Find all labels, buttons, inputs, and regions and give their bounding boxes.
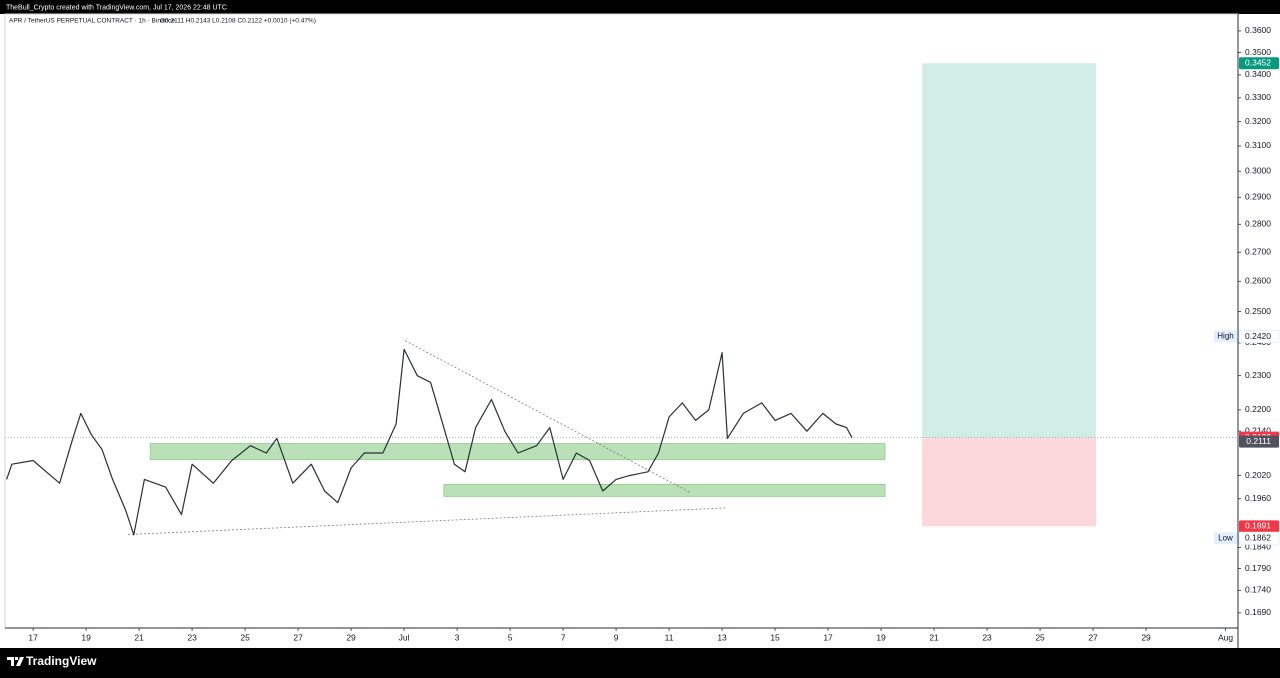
y-tick-label: 0.3300	[1245, 92, 1271, 102]
footer-bar	[0, 648, 1280, 678]
y-tick-label: 0.1740	[1245, 585, 1271, 595]
price-mark-label: 0.3452	[1245, 57, 1271, 67]
y-tick-label: 0.1840	[1245, 542, 1271, 552]
symbol: APR / TetherUS PERPETUAL CONTRACT · 1h ·…	[9, 18, 175, 25]
y-tick-label: 0.2200	[1245, 404, 1271, 414]
x-tick-label: 13	[717, 632, 727, 642]
x-tick-label: Aug	[1218, 632, 1233, 642]
header-bar	[0, 0, 1280, 14]
y-tick-label: 0.2500	[1245, 306, 1271, 316]
y-tick-label: 0.2020	[1245, 470, 1271, 480]
y-tick-label: 0.1790	[1245, 563, 1271, 573]
trendline	[404, 340, 691, 493]
position-target	[922, 63, 1096, 438]
x-tick-label: 15	[770, 632, 780, 642]
x-tick-label: 25	[1035, 632, 1045, 642]
credit: TheBull_Crypto created with TradingView.…	[6, 4, 227, 11]
price-mark-name: Low	[1218, 533, 1233, 542]
price-mark-label: 0.1862	[1245, 532, 1271, 542]
price-mark-label: 0.2111	[1246, 436, 1271, 446]
x-tick-label: 21	[929, 632, 939, 642]
y-tick-label: 0.2700	[1245, 247, 1271, 257]
y-tick-label: 0.1690	[1245, 607, 1271, 617]
zone	[443, 483, 886, 497]
x-tick-label: 23	[982, 632, 992, 642]
price-line	[6, 348, 853, 536]
y-tick-label: 0.3500	[1245, 47, 1271, 57]
x-tick-label: 27	[293, 632, 303, 642]
price-mark	[1239, 57, 1279, 70]
x-tick-label: 7	[561, 632, 566, 642]
y-tick-label: 0.2800	[1245, 219, 1271, 229]
price-mark-name: High	[1217, 332, 1233, 341]
x-tick-label: 19	[81, 632, 91, 642]
x-tick-label: 23	[187, 632, 197, 642]
y-tick-label: 0.2900	[1245, 192, 1271, 202]
x-tick-label: 27	[1088, 632, 1098, 642]
price-mark	[1238, 531, 1280, 545]
y-tick-label: 0.2140	[1245, 425, 1271, 435]
x-tick-label: 21	[134, 632, 144, 642]
x-tick-label: 25	[240, 632, 250, 642]
price-mark-label: 0.2420	[1245, 331, 1271, 341]
ohlc: O0.2111 H0.2143 L0.2108 C0.2122 +0.0010 …	[160, 18, 316, 25]
price-mark	[1239, 435, 1279, 448]
x-tick-label: 5	[508, 632, 513, 642]
x-tick-label: Jul	[399, 632, 410, 642]
x-tick-label: 19	[876, 632, 886, 642]
y-tick-label: 0.2300	[1245, 370, 1271, 380]
y-tick-label: 0.1960	[1245, 493, 1271, 503]
price-mark-label: 0.1891	[1245, 521, 1271, 531]
x-tick-label: 9	[614, 632, 619, 642]
x-tick-label: 17	[28, 632, 38, 642]
y-tick-label: 0.3600	[1245, 25, 1271, 35]
x-tick-label: 3	[455, 632, 460, 642]
x-tick-label: 17	[823, 632, 833, 642]
y-tick-label: 0.3400	[1245, 69, 1271, 79]
price-mark-name-box	[1214, 330, 1237, 343]
brand: TradingView	[26, 654, 97, 668]
logo	[7, 657, 24, 666]
x-tick-label: 11	[665, 632, 674, 642]
x-tick-label: 29	[1141, 632, 1151, 642]
position-stop	[922, 437, 1096, 527]
price-mark	[1239, 520, 1279, 533]
price-mark-name-box	[1214, 532, 1237, 545]
y-tick-label: 0.3200	[1245, 116, 1271, 126]
y-tick-label: 0.3100	[1245, 140, 1271, 150]
x-tick-label: 29	[346, 632, 356, 642]
y-tick-label: 0.3000	[1245, 165, 1271, 175]
price-mark	[1238, 330, 1280, 344]
y-tick-label: 0.2600	[1245, 276, 1271, 286]
